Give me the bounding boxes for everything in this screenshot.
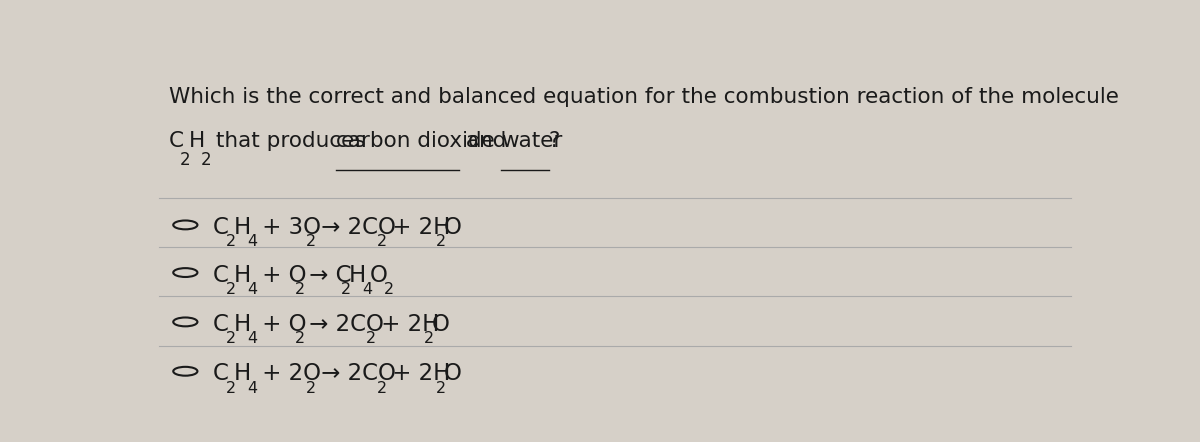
Text: 2: 2: [226, 282, 235, 297]
Text: 2: 2: [425, 331, 434, 346]
Text: carbon dioxide: carbon dioxide: [336, 131, 494, 151]
Text: + 2O: + 2O: [254, 362, 320, 385]
Text: that produces: that produces: [209, 131, 373, 151]
Text: 2: 2: [377, 381, 388, 396]
Text: H: H: [233, 216, 251, 239]
Text: + O: + O: [254, 313, 306, 336]
Text: C: C: [214, 362, 229, 385]
Text: O: O: [432, 313, 450, 336]
Text: H: H: [233, 313, 251, 336]
Text: ?: ?: [548, 131, 560, 151]
Text: 2: 2: [436, 381, 445, 396]
Text: → 2CO: → 2CO: [313, 362, 396, 385]
Text: water: water: [500, 131, 563, 151]
Text: 2: 2: [384, 282, 394, 297]
Text: C: C: [214, 313, 229, 336]
Text: 4: 4: [247, 234, 257, 249]
Text: 2: 2: [294, 282, 305, 297]
Text: H: H: [233, 263, 251, 286]
Text: + 2H: + 2H: [373, 313, 439, 336]
Text: 2: 2: [202, 151, 211, 169]
Text: C: C: [214, 216, 229, 239]
Text: + 3O: + 3O: [254, 216, 320, 239]
Text: 2: 2: [306, 381, 316, 396]
Text: + 2H: + 2H: [385, 216, 450, 239]
Text: Which is the correct and balanced equation for the combustion reaction of the mo: Which is the correct and balanced equati…: [168, 87, 1118, 107]
Text: 2: 2: [226, 234, 235, 249]
Text: 2: 2: [226, 381, 235, 396]
Text: O: O: [444, 362, 461, 385]
Text: 2: 2: [180, 151, 191, 169]
Text: C: C: [168, 131, 184, 151]
Text: 2: 2: [306, 234, 316, 249]
Text: + 2H: + 2H: [385, 362, 450, 385]
Text: 2: 2: [436, 234, 445, 249]
Text: → C: → C: [302, 263, 352, 286]
Text: → 2CO: → 2CO: [302, 313, 384, 336]
Text: O: O: [444, 216, 461, 239]
Text: C: C: [214, 263, 229, 286]
Text: O: O: [370, 263, 388, 286]
Text: H: H: [188, 131, 205, 151]
Text: 4: 4: [247, 381, 257, 396]
Text: 4: 4: [247, 282, 257, 297]
Text: 2: 2: [226, 331, 235, 346]
Text: H: H: [348, 263, 366, 286]
Text: 2: 2: [294, 331, 305, 346]
Text: 2: 2: [377, 234, 388, 249]
Text: 2: 2: [366, 331, 376, 346]
Text: → 2CO: → 2CO: [313, 216, 396, 239]
Text: 2: 2: [341, 282, 350, 297]
Text: 4: 4: [247, 331, 257, 346]
Text: H: H: [233, 362, 251, 385]
Text: 4: 4: [362, 282, 372, 297]
Text: and: and: [458, 131, 514, 151]
Text: + O: + O: [254, 263, 306, 286]
